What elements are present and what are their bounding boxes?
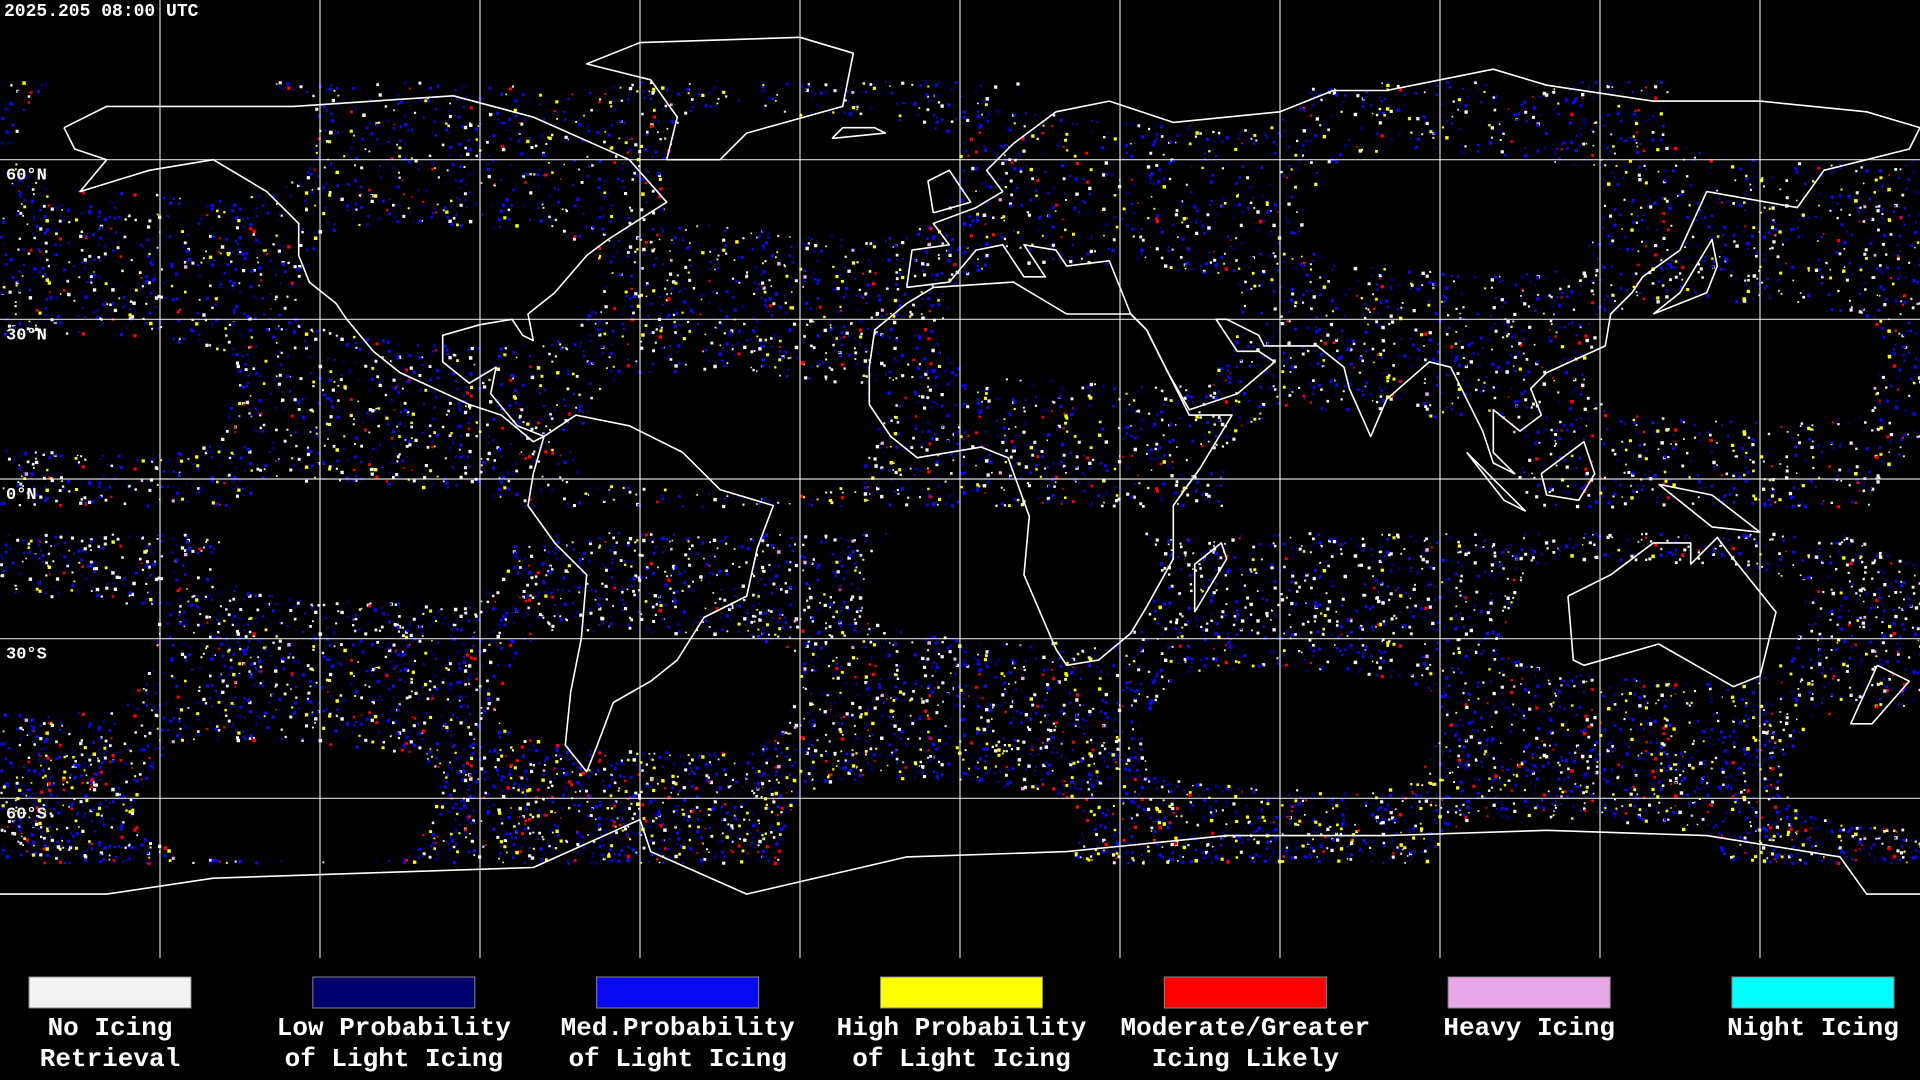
legend-label: of Light Icing (285, 1044, 503, 1074)
lat-label: 30°N (6, 326, 47, 345)
coastline (868, 281, 1233, 667)
legend-label: Moderate/Greater (1121, 1013, 1371, 1043)
coastline (1193, 542, 1228, 613)
coastline (1540, 440, 1596, 502)
legend-swatch (312, 976, 476, 1009)
lat-label: 60°S (6, 805, 47, 824)
legend-label: Med.Probability (561, 1013, 795, 1043)
lat-labels: 60°N 30°N 0°N 30°S 60°S (6, 167, 47, 825)
coastline (831, 126, 887, 140)
legend-label: Icing Likely (1152, 1044, 1340, 1074)
icing-speckles (0, 79, 1920, 865)
legend-swatch (1731, 976, 1895, 1009)
icing-data-layer (0, 79, 1920, 866)
legend-swatch (880, 976, 1043, 1009)
legend-swatch (596, 976, 760, 1009)
timestamp: 2025.205 08:00 UTC (4, 2, 199, 22)
coastline (63, 95, 668, 443)
lat-label: 0°N (6, 486, 37, 505)
legend-label: No Icing (48, 1013, 173, 1043)
legend-swatch (28, 976, 192, 1009)
legend-label: High Probability (837, 1013, 1087, 1043)
legend-swatch (1163, 976, 1327, 1009)
coastline (1466, 451, 1527, 512)
legend-label: Night Icing (1727, 1013, 1899, 1043)
graticule (0, 0, 1920, 958)
coastline (527, 414, 775, 773)
lat-label: 60°N (6, 167, 47, 186)
coastline (1849, 664, 1911, 725)
legend-label: of Light Icing (852, 1044, 1070, 1074)
lat-label: 30°S (6, 646, 47, 665)
coastline (927, 169, 972, 214)
legend-label: of Light Icing (568, 1044, 786, 1074)
legend-swatch (1447, 976, 1611, 1009)
legend-label: Heavy Icing (1443, 1013, 1615, 1043)
legend-label: Retrieval (40, 1044, 180, 1074)
legend-label: Low Probability (277, 1013, 511, 1043)
coastline (1567, 536, 1777, 688)
coastline (1652, 238, 1719, 315)
